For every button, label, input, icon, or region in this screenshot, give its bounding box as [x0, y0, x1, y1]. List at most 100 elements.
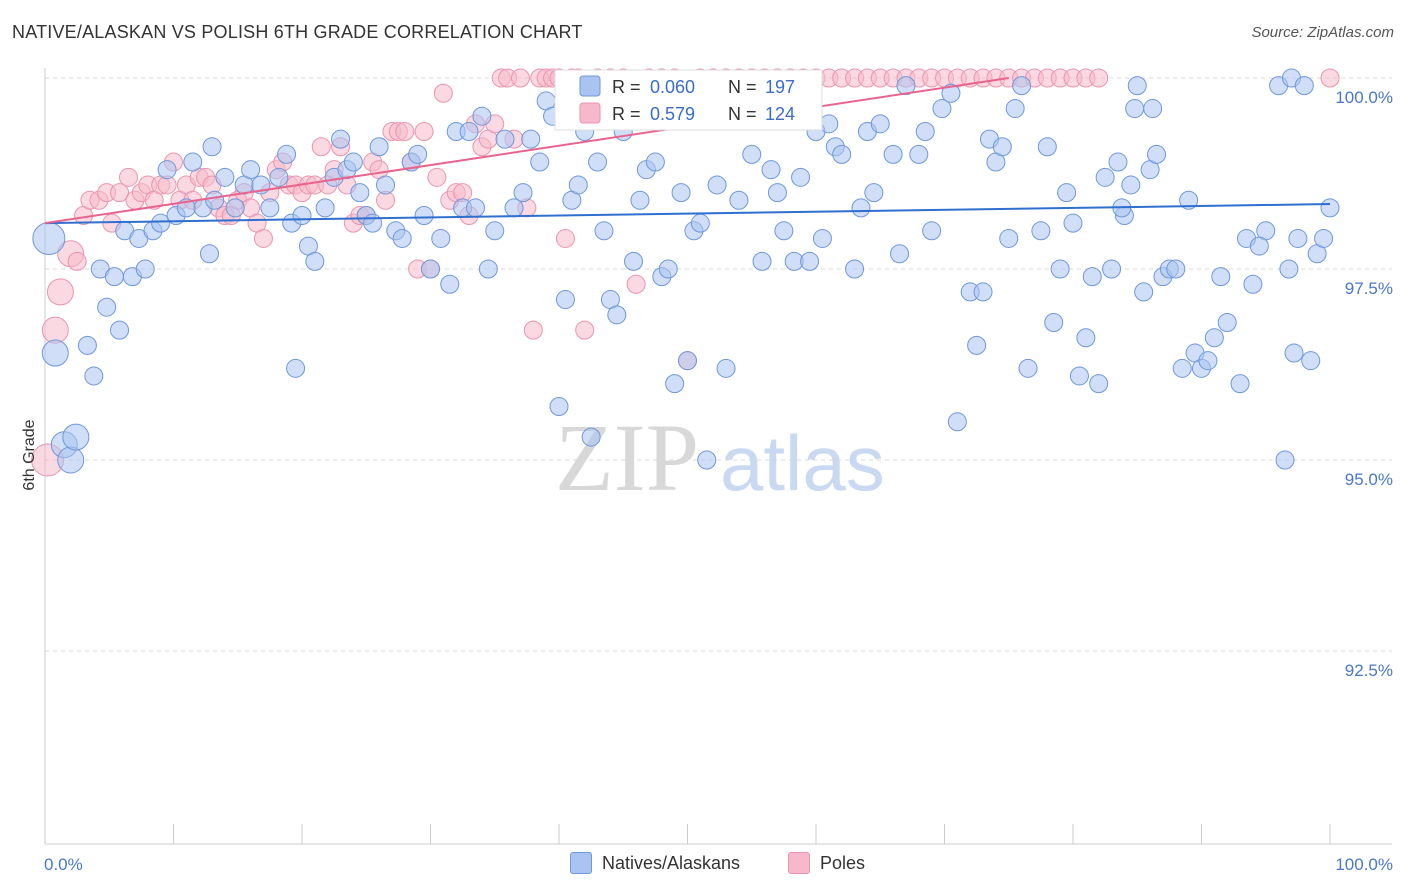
watermark-zip: ZIP	[555, 404, 699, 511]
natives-point	[135, 259, 155, 279]
natives-point	[555, 290, 575, 310]
natives-point	[225, 198, 245, 218]
natives-point	[440, 274, 460, 294]
natives-point	[658, 259, 678, 279]
natives-point	[350, 183, 370, 203]
bottom-legend-label-natives: Natives/Alaskans	[602, 852, 741, 873]
natives-point	[915, 121, 935, 141]
natives-point	[84, 366, 104, 386]
poles-point	[427, 167, 447, 187]
natives-point	[697, 450, 717, 470]
natives-point	[767, 183, 787, 203]
natives-point	[1143, 99, 1163, 119]
natives-point	[1320, 198, 1340, 218]
natives-point	[774, 221, 794, 241]
poles-point	[41, 316, 69, 344]
series-poles	[31, 68, 1340, 477]
chart-title: NATIVE/ALASKAN VS POLISH 6TH GRADE CORRE…	[12, 22, 583, 42]
y-tick-label: 95.0%	[1345, 470, 1393, 489]
poles-point	[433, 83, 453, 103]
natives-point	[1294, 76, 1314, 96]
natives-point	[331, 129, 351, 149]
natives-point	[199, 244, 219, 264]
natives-point	[1198, 351, 1218, 371]
natives-point	[1314, 228, 1334, 248]
natives-point	[1018, 358, 1038, 378]
natives-point	[1204, 328, 1224, 348]
watermark-atlas: atlas	[720, 419, 885, 507]
natives-point	[157, 160, 177, 180]
natives-point	[1031, 221, 1051, 241]
natives-point	[568, 175, 588, 195]
natives-point	[832, 144, 852, 164]
poles-point	[67, 251, 87, 271]
natives-point	[1082, 267, 1102, 287]
natives-point	[922, 221, 942, 241]
natives-point	[292, 206, 312, 226]
natives-point	[870, 114, 890, 134]
natives-point	[909, 144, 929, 164]
natives-point	[752, 251, 772, 271]
legend-n-value-1: 197	[765, 77, 795, 97]
natives-point	[864, 183, 884, 203]
natives-point	[1134, 282, 1154, 302]
natives-point	[530, 152, 550, 172]
natives-point	[607, 305, 627, 325]
natives-point	[1217, 312, 1237, 332]
poles-point	[523, 320, 543, 340]
natives-point	[459, 121, 479, 141]
natives-point	[421, 259, 440, 279]
natives-point	[215, 167, 235, 187]
legend-r-value-2: 0.579	[650, 104, 695, 124]
natives-point	[431, 228, 451, 248]
natives-point	[973, 282, 993, 302]
natives-point	[1037, 137, 1057, 157]
y-tick-label: 97.5%	[1345, 279, 1393, 298]
trend-lines	[44, 77, 1331, 225]
natives-point	[941, 83, 961, 103]
natives-point	[729, 190, 749, 210]
natives-point	[97, 297, 117, 317]
watermark: ZIP atlas	[555, 404, 885, 511]
natives-point	[1005, 99, 1025, 119]
natives-point	[819, 114, 839, 134]
natives-point	[513, 183, 533, 203]
series-natives	[32, 68, 1340, 474]
poles-point	[1089, 68, 1109, 88]
natives-point	[896, 76, 916, 96]
x-tick-label: 100.0%	[1335, 855, 1393, 874]
bottom-legend-label-poles: Poles	[820, 852, 866, 873]
natives-trend-line	[44, 203, 1331, 225]
poles-point	[510, 68, 530, 88]
natives-point	[1102, 259, 1122, 279]
y-axis-title: 6th Grade	[21, 419, 38, 490]
source-label: Source: ZipAtlas.com	[1251, 24, 1394, 41]
legend-r-value-1: 0.060	[650, 77, 695, 97]
bottom-legend-swatch-natives	[570, 852, 592, 874]
legend-swatch-natives	[579, 75, 601, 97]
y-tick-label: 100.0%	[1335, 88, 1393, 107]
legend-r-label-2: R =	[612, 104, 641, 124]
natives-point	[495, 129, 515, 149]
natives-point	[151, 213, 171, 233]
natives-point	[1301, 351, 1321, 371]
natives-point	[1147, 144, 1167, 164]
natives-point	[485, 221, 505, 241]
poles-trend-line	[44, 77, 1009, 225]
natives-point	[1125, 99, 1145, 119]
legend-n-label-2: N =	[728, 104, 757, 124]
natives-point	[630, 190, 650, 210]
poles-point	[46, 278, 74, 306]
poles-point	[626, 274, 646, 294]
legend-r-label-1: R =	[612, 77, 641, 97]
natives-point	[269, 167, 289, 187]
natives-point	[465, 198, 485, 218]
natives-point	[1057, 183, 1077, 203]
legend-n-value-2: 124	[765, 104, 795, 124]
natives-point	[277, 144, 297, 164]
natives-point	[1076, 328, 1096, 348]
natives-point	[671, 183, 691, 203]
natives-point	[286, 358, 306, 378]
natives-point	[1166, 259, 1186, 279]
natives-point	[62, 423, 90, 451]
